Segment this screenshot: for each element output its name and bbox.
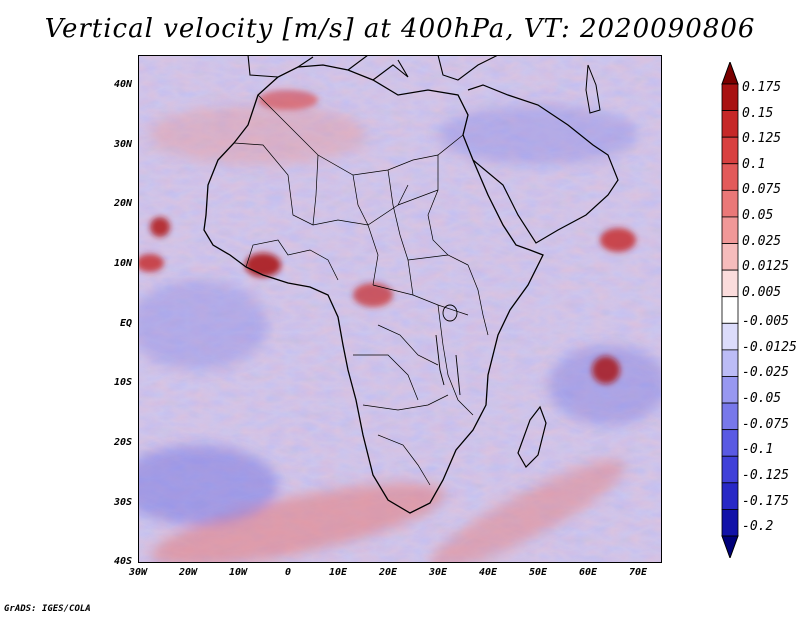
colorbar-swatch	[721, 322, 739, 351]
colorbar-swatch	[721, 110, 739, 138]
colorbar-swatch	[721, 376, 739, 404]
colorbar-label: 0.125	[742, 131, 782, 146]
colorbar-swatch	[721, 509, 739, 537]
lat-label-40n: 40N	[113, 79, 132, 90]
colorbar-label: -0.2	[742, 519, 774, 534]
colorbar-swatch	[721, 296, 739, 324]
arabia-coastline	[467, 84, 619, 244]
colorbar-swatch	[721, 83, 739, 111]
colorbar-swatch	[721, 402, 739, 431]
lon-label-0: 0	[284, 567, 292, 578]
colorbar-swatch	[721, 189, 739, 218]
colorbar-label: 0.175	[742, 80, 782, 95]
europe-coastline	[247, 55, 499, 81]
lon-label-70e: 70E	[628, 567, 648, 578]
colorbar-label: -0.0125	[742, 340, 797, 355]
field-regions	[138, 105, 662, 563]
colorbar-swatch	[721, 349, 739, 377]
lat-label-20s: 20S	[113, 437, 132, 448]
colorbar-label: -0.125	[742, 468, 789, 483]
lon-label-10w: 10W	[228, 567, 248, 578]
lat-label-40s: 40S	[113, 556, 132, 567]
lat-label-10n: 10N	[113, 258, 132, 269]
colorbar-label: 0.005	[742, 285, 782, 300]
colorbar-label: 0.0125	[742, 259, 789, 274]
colorbar-swatch	[721, 429, 739, 457]
colorbar-swatch	[721, 216, 739, 244]
map-canvas	[138, 55, 662, 563]
lat-label-20n: 20N	[113, 198, 132, 209]
colorbar-label: -0.05	[742, 391, 782, 406]
lon-label-20e: 20E	[378, 567, 398, 578]
colorbar-top-arrow	[721, 62, 739, 85]
africa-coastline	[203, 64, 544, 514]
lon-label-60e: 60E	[578, 567, 598, 578]
colorbar-swatch	[721, 269, 739, 298]
chart-title: Vertical velocity [m/s] at 400hPa, VT: 2…	[44, 14, 756, 44]
lon-label-30w: 30W	[128, 567, 148, 578]
colorbar-swatch	[721, 455, 739, 484]
lon-label-20w: 20W	[178, 567, 198, 578]
colorbar-label: 0.075	[742, 182, 782, 197]
convective-cells	[138, 90, 636, 384]
lon-label-40e: 40E	[478, 567, 498, 578]
colorbar-bottom-arrow	[721, 535, 739, 558]
country-borders	[233, 94, 489, 486]
lat-label-30s: 30S	[113, 497, 132, 508]
madagascar-coastline	[517, 405, 547, 468]
grads-credit: GrADS: IGES/COLA	[4, 604, 91, 614]
colorbar-swatch	[721, 163, 739, 191]
colorbar-label: 0.15	[742, 106, 774, 121]
lat-label-30n: 30N	[113, 139, 132, 150]
colorbar-swatch	[721, 482, 739, 510]
colorbar-label: -0.075	[742, 417, 789, 432]
colorbar-label: -0.1	[742, 442, 774, 457]
lat-label-eq: EQ	[119, 318, 132, 329]
colorbar-label: 0.025	[742, 234, 782, 249]
colorbar	[721, 62, 739, 558]
map-frame	[138, 55, 662, 563]
colorbar-label: 0.1	[742, 157, 766, 172]
colorbar-label: 0.05	[742, 208, 774, 223]
african-lakes	[435, 304, 461, 396]
colorbar-label: -0.005	[742, 314, 789, 329]
lon-label-30e: 30E	[428, 567, 448, 578]
lon-label-50e: 50E	[528, 567, 548, 578]
colorbar-swatch	[721, 136, 739, 165]
caspian-coastline	[585, 64, 601, 114]
lat-label-10s: 10S	[113, 377, 132, 388]
colorbar-label: -0.025	[742, 365, 789, 380]
colorbar-swatch	[721, 243, 739, 271]
velocity-map	[138, 55, 662, 563]
colorbar-label: -0.175	[742, 494, 789, 509]
lon-label-10e: 10E	[328, 567, 348, 578]
